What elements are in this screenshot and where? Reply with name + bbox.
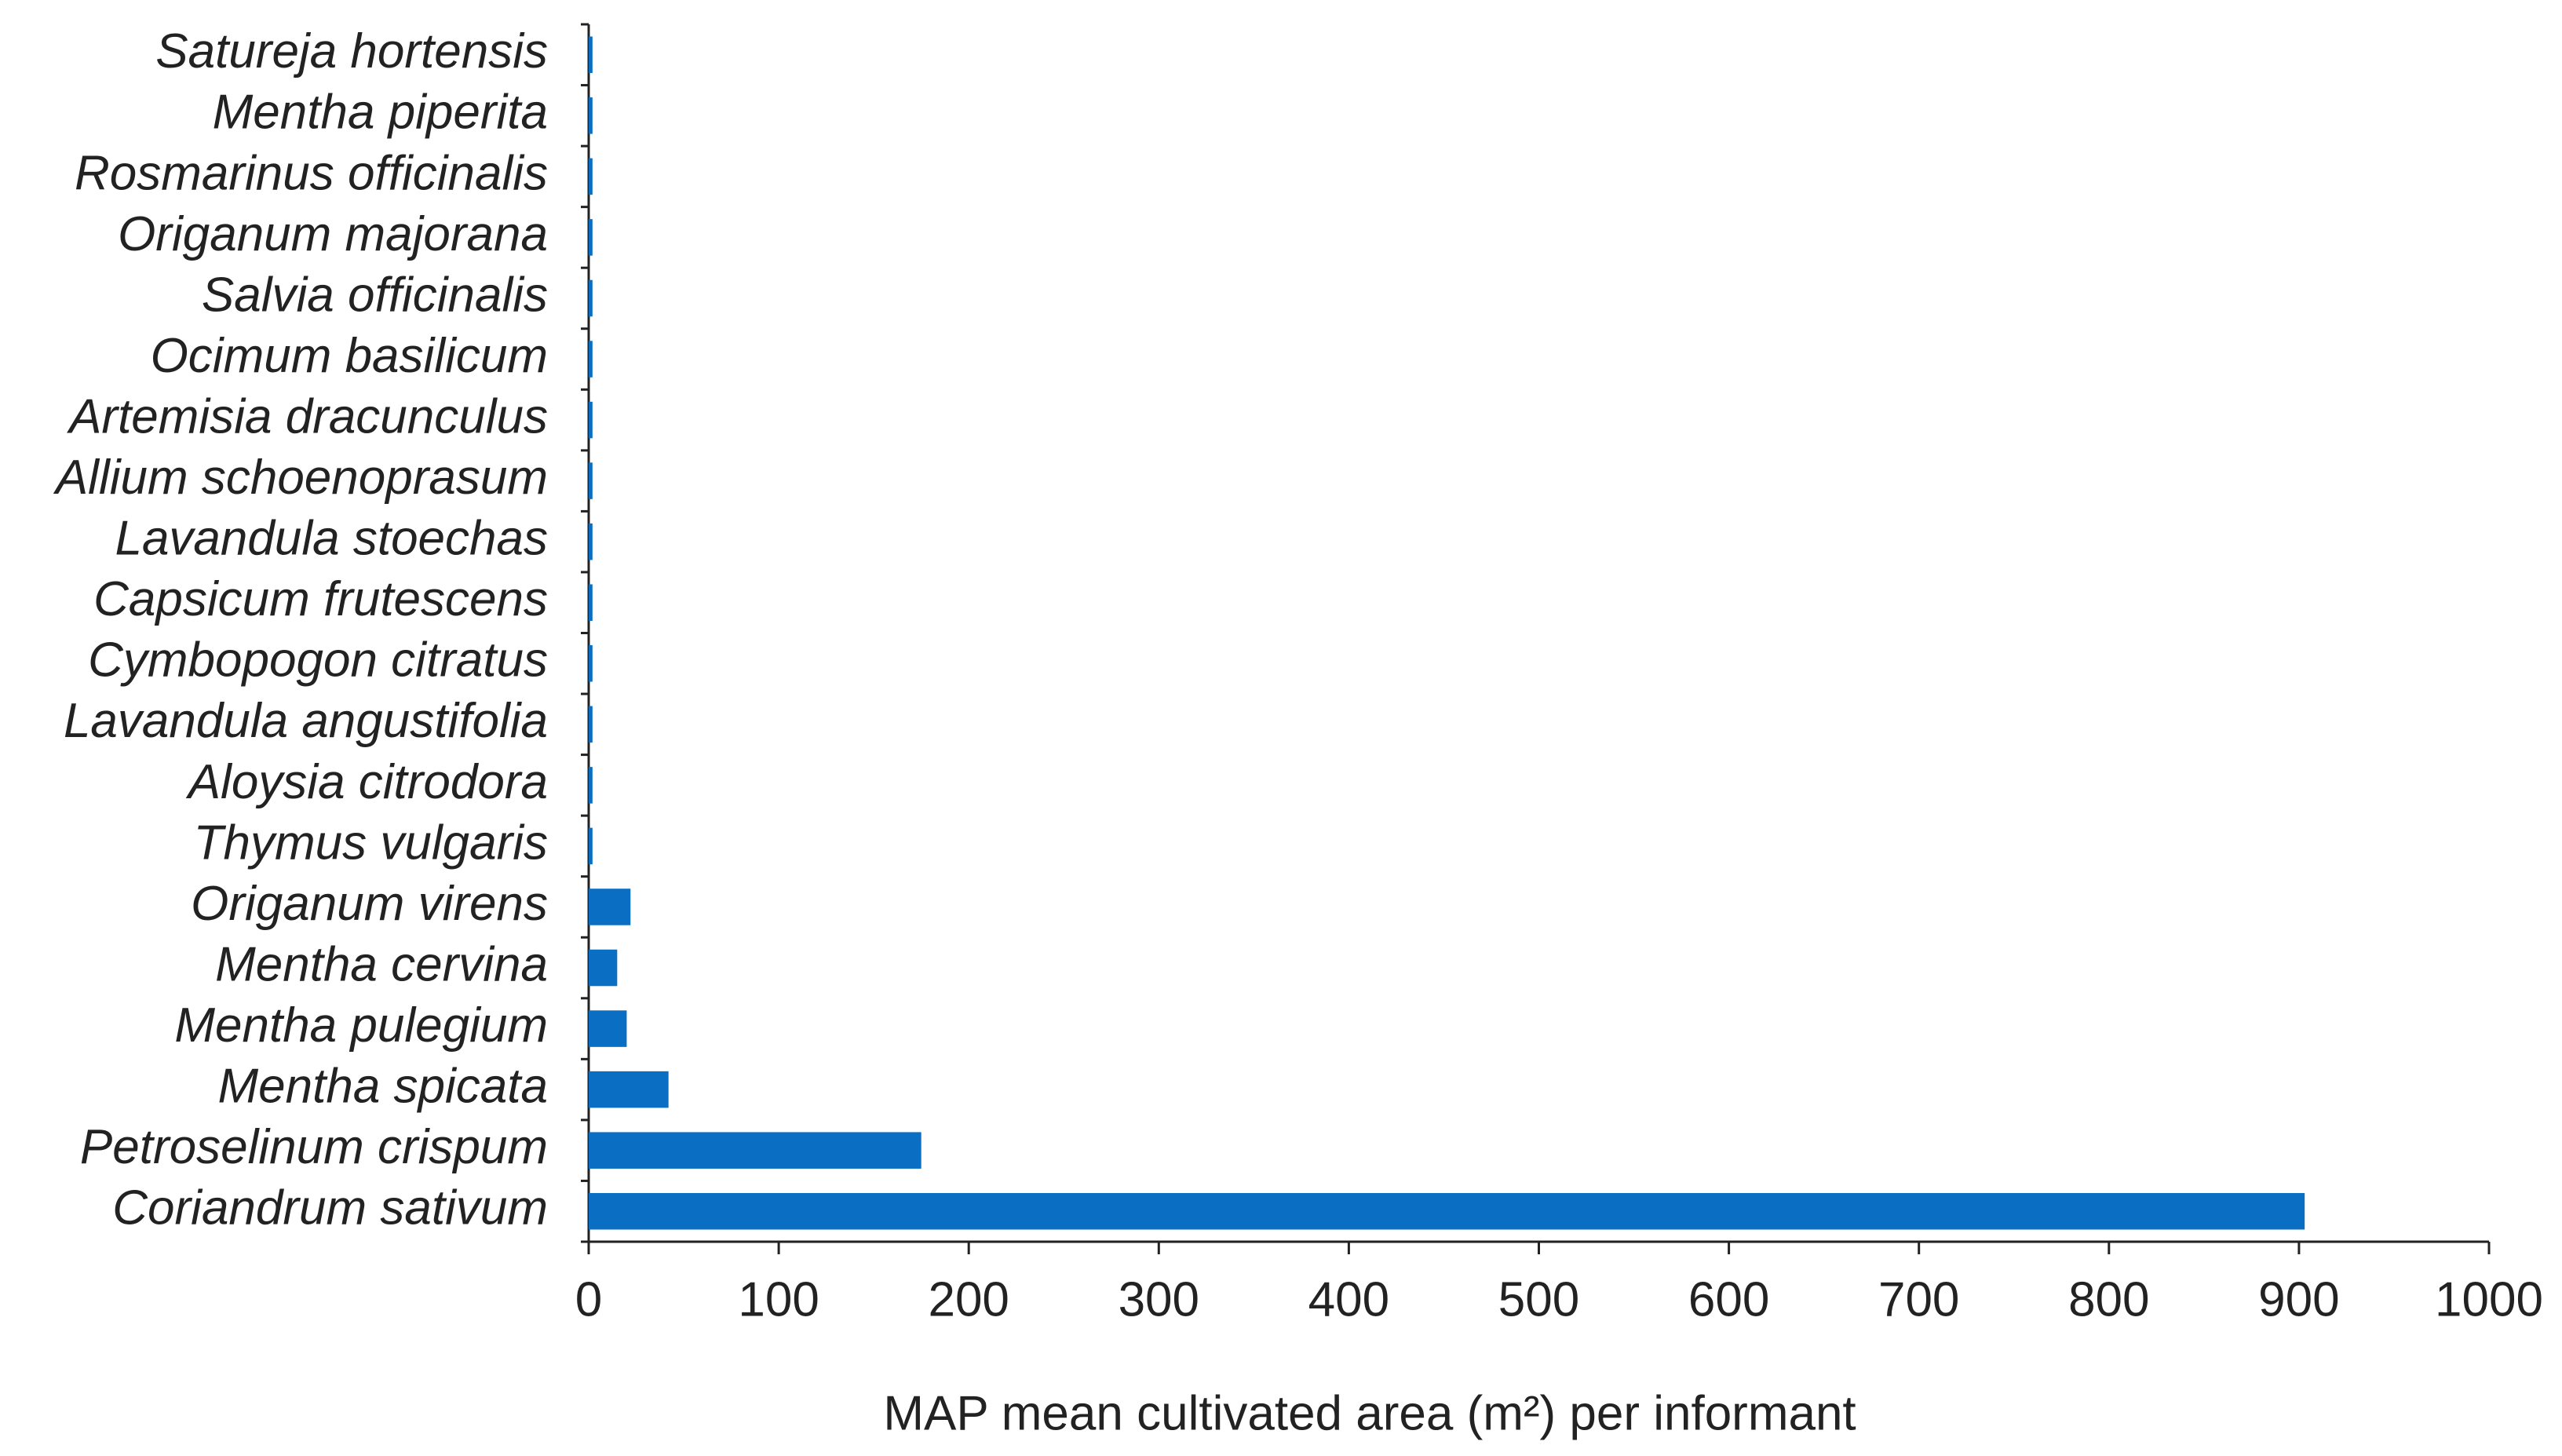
bar — [589, 889, 631, 925]
bar — [589, 1010, 627, 1047]
bar — [589, 949, 618, 987]
y-tick-label: Mentha cervina — [215, 937, 548, 991]
bar — [589, 158, 593, 195]
x-tick-label: 0 — [575, 1272, 602, 1326]
x-axis-title: MAP mean cultivated area (m²) per inform… — [883, 1386, 1856, 1440]
bar — [589, 36, 593, 74]
x-tick-label: 800 — [2068, 1272, 2149, 1326]
bar — [589, 279, 593, 317]
y-tick-label: Lavandula stoechas — [115, 512, 548, 566]
y-tick-label: Mentha pulegium — [174, 998, 548, 1053]
y-tick-label: Allium schoenoprasum — [53, 451, 548, 505]
x-tick-label: 100 — [738, 1272, 819, 1326]
bar — [589, 584, 593, 621]
y-tick-label: Origanum majorana — [118, 207, 548, 261]
bar — [589, 341, 593, 378]
bar — [589, 827, 593, 865]
y-tick-label: Ocimum basilicum — [151, 329, 548, 383]
y-tick-label: Lavandula angustifolia — [64, 694, 548, 748]
bar — [589, 767, 593, 804]
y-tick-label: Aloysia citrodora — [185, 755, 548, 809]
x-tick-label: 700 — [1878, 1272, 1959, 1326]
y-tick-label: Cymbopogon citratus — [88, 633, 548, 688]
y-tick-label: Mentha spicata — [218, 1060, 548, 1114]
y-tick-label: Satureja hortensis — [155, 24, 548, 78]
y-tick-label: Rosmarinus officinalis — [75, 146, 548, 200]
bar — [589, 645, 593, 682]
y-tick-label: Mentha piperita — [213, 86, 548, 140]
x-tick-label: 500 — [1498, 1272, 1579, 1326]
bar — [589, 523, 593, 560]
y-tick-label: Artemisia dracunculus — [66, 389, 548, 443]
y-tick-label: Salvia officinalis — [202, 268, 548, 322]
x-tick-label: 1000 — [2435, 1272, 2543, 1326]
bar — [589, 1071, 669, 1108]
y-tick-label: Capsicum frutescens — [93, 572, 548, 626]
x-tick-label: 600 — [1688, 1272, 1769, 1326]
bar — [589, 401, 593, 439]
y-tick-label: Coriandrum sativum — [112, 1181, 548, 1235]
y-tick-label: Origanum virens — [191, 877, 548, 931]
x-tick-label: 300 — [1119, 1272, 1199, 1326]
y-tick-label: Thymus vulgaris — [194, 816, 548, 870]
bar — [589, 1132, 922, 1169]
y-tick-label: Petroselinum crispum — [80, 1120, 548, 1174]
bar — [589, 706, 593, 743]
bar — [589, 1192, 2305, 1230]
x-tick-label: 200 — [928, 1272, 1009, 1326]
x-tick-label: 900 — [2258, 1272, 2339, 1326]
bar — [589, 219, 593, 256]
bar — [589, 97, 593, 134]
x-tick-label: 400 — [1308, 1272, 1389, 1326]
bar — [589, 462, 593, 499]
